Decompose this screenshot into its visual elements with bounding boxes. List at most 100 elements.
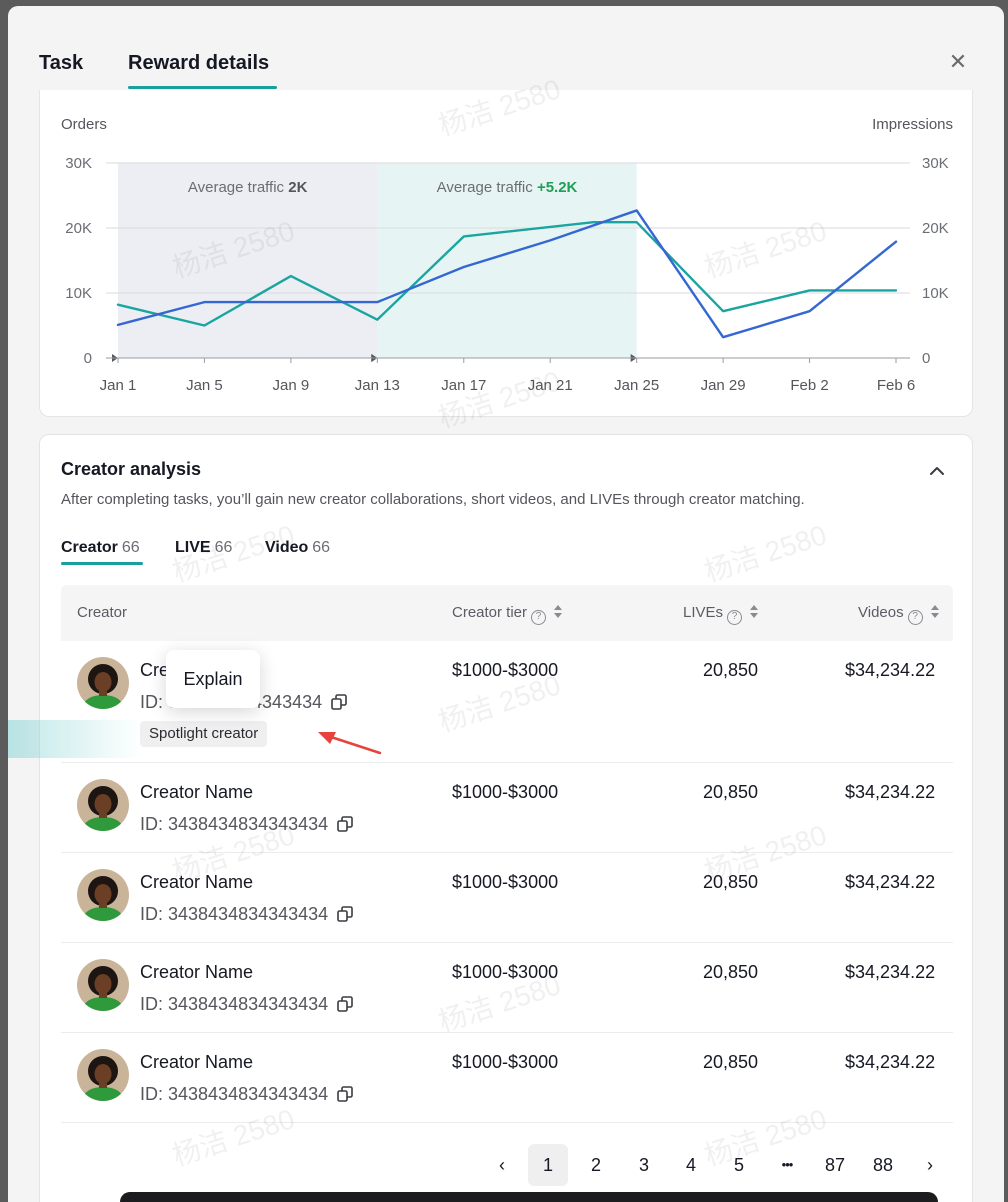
y-right-tick: 10K [922, 285, 949, 302]
creator-name[interactable]: Creator Name [140, 962, 254, 982]
bottom-bar [120, 1192, 938, 1202]
avatar-image [77, 959, 129, 1011]
subtab-count: 66 [214, 539, 233, 556]
lives-value: 20,850 [703, 872, 759, 892]
page-1[interactable]: 1 [528, 1144, 568, 1186]
videos-value: $34,234.22 [845, 1052, 936, 1072]
table-row[interactable]: Creator Name ID: 3438434834343434 $1000-… [61, 1033, 953, 1123]
creator-id: ID: 3438434834343434 [140, 814, 354, 835]
reward-modal: Task Reward details ✕ Average traffic 2K… [8, 6, 1004, 1202]
y-left-tick: 20K [65, 220, 92, 237]
column-label: Creator tier [452, 604, 528, 621]
column-videos[interactable]: Videos? [858, 604, 939, 625]
column-label: LIVEs [683, 604, 724, 621]
page-4[interactable]: 4 [685, 1155, 696, 1175]
copy-glyph [337, 906, 353, 922]
page-2[interactable]: 2 [590, 1155, 601, 1175]
page-5[interactable]: 5 [733, 1155, 744, 1175]
table-header: Creator Creator tier? LIVEs? Videos? [61, 585, 953, 641]
spotlight-badge: Spotlight creator [140, 721, 268, 747]
help-icon[interactable]: ? [531, 610, 547, 625]
lives-value: 20,850 [703, 660, 759, 680]
avatar [77, 779, 129, 831]
x-tick-label: Jan 9 [273, 377, 310, 394]
avatar [77, 959, 129, 1011]
sort-icon[interactable] [930, 605, 939, 619]
creator-id-text: ID: 3438434834343434 [140, 814, 329, 834]
subtab-creator[interactable]: Creator 66 [61, 539, 140, 557]
copy-icon[interactable] [336, 995, 354, 1013]
x-tick-label: Jan 29 [701, 377, 746, 394]
creator-id: ID: 3438434834343434 [140, 1084, 354, 1105]
videos-value: $34,234.22 [845, 962, 936, 982]
subtab-video[interactable]: Video 66 [265, 539, 330, 557]
column-label: Creator [77, 604, 128, 621]
traffic-region [377, 163, 637, 358]
copy-icon[interactable] [336, 1085, 354, 1103]
subtab-label: Video [265, 539, 309, 556]
subtab-label: LIVE [175, 539, 211, 556]
page-87[interactable]: 87 [824, 1155, 846, 1175]
help-icon[interactable]: ? [727, 610, 743, 625]
pagination: ‹ 1 2 3 4 5 ••• 87 88 › [478, 1144, 958, 1188]
creator-name[interactable]: Creator Name [140, 1052, 254, 1072]
creator-tier: $1000-$3000 [452, 1052, 559, 1072]
chevron-left-icon[interactable]: ‹ [499, 1155, 505, 1175]
y-right-axis-title: Impressions [872, 116, 953, 133]
traffic-chart-card: Average traffic 2K Average traffic +5.2K 0… [39, 90, 973, 417]
page-ellipsis[interactable]: ••• [781, 1157, 794, 1172]
close-icon[interactable]: ✕ [948, 49, 968, 74]
avatar-image [77, 657, 129, 709]
copy-icon[interactable] [336, 815, 354, 833]
creator-name[interactable]: Cre [140, 660, 170, 680]
region-label: Average traffic +5.2K [437, 179, 578, 196]
creator-id: ID: 3438434834343434 [140, 904, 354, 925]
sort-icon[interactable] [554, 605, 563, 619]
videos-value: $34,234.22 [845, 872, 936, 892]
avatar-image [77, 1049, 129, 1101]
avatar-image [77, 869, 129, 921]
table-row[interactable]: Creator Name ID: 3438434834343434 $1000-… [61, 943, 953, 1033]
x-tick-label: Jan 13 [355, 377, 400, 394]
copy-icon[interactable] [336, 905, 354, 923]
column-lives[interactable]: LIVEs? [683, 604, 759, 625]
creator-id-text: ID: 3438434834343434 [140, 1084, 329, 1104]
traffic-chart: Average traffic 2K Average traffic +5.2K 0… [61, 116, 953, 394]
column-tier[interactable]: Creator tier? [452, 604, 563, 625]
table-row[interactable]: Creator Name ID: 3438434834343434 $1000-… [61, 763, 953, 853]
traffic-region [118, 163, 378, 358]
tab-reward-details[interactable]: Reward details [128, 52, 270, 74]
x-tick-label: Feb 6 [877, 377, 915, 394]
tab-task[interactable]: Task [39, 52, 84, 74]
y-left-axis-title: Orders [61, 116, 107, 133]
region-label: Average traffic 2K [188, 179, 308, 196]
section-description: After completing tasks, you’ll gain new … [61, 491, 805, 508]
section-title: Creator analysis [61, 459, 202, 479]
active-tab-indicator [128, 86, 277, 89]
y-right-tick: 0 [922, 350, 930, 367]
subtab-live[interactable]: LIVE 66 [175, 539, 232, 557]
column-creator: Creator [77, 604, 127, 621]
sort-icon[interactable] [750, 605, 759, 619]
creator-id-text: ID: 3438434834343434 [140, 994, 329, 1014]
subtab-count: 66 [312, 539, 331, 556]
copy-icon[interactable] [330, 693, 348, 711]
help-icon[interactable]: ? [907, 610, 923, 625]
creator-tier: $1000-$3000 [452, 782, 559, 802]
series-line [116, 209, 898, 339]
explain-tooltip[interactable]: Explain [166, 650, 260, 708]
y-left-tick: 30K [65, 155, 92, 172]
creator-name[interactable]: Creator Name [140, 782, 254, 802]
page-3[interactable]: 3 [638, 1155, 649, 1175]
x-tick-label: Jan 17 [441, 377, 486, 394]
series-line [116, 220, 898, 327]
videos-value: $34,234.22 [845, 782, 936, 802]
y-left-tick: 10K [65, 285, 92, 302]
page-88[interactable]: 88 [872, 1155, 894, 1175]
x-tick-label: Jan 5 [186, 377, 223, 394]
creator-tier: $1000-$3000 [452, 962, 559, 982]
table-row[interactable]: Creator Name ID: 3438434834343434 $1000-… [61, 853, 953, 943]
chevron-up-icon[interactable] [925, 459, 949, 483]
creator-name[interactable]: Creator Name [140, 872, 254, 892]
chevron-right-icon[interactable]: › [927, 1155, 933, 1175]
